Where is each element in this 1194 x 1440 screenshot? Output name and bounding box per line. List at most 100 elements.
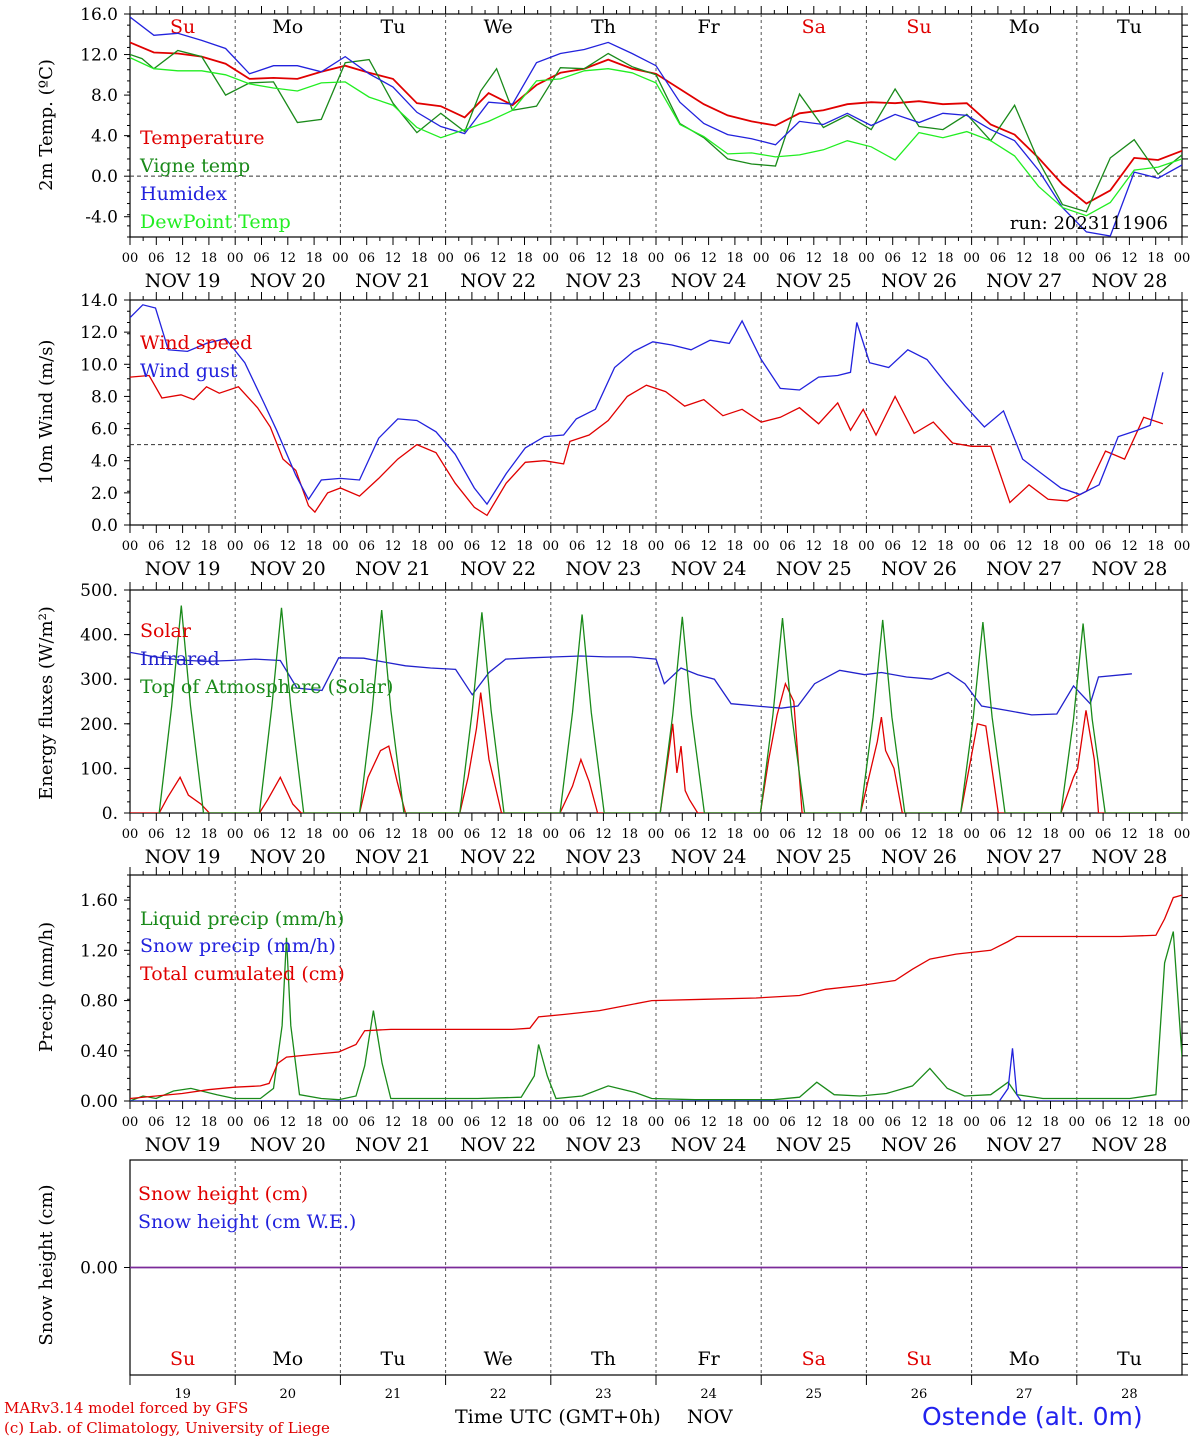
x-hour-label: 00 bbox=[858, 827, 875, 842]
x-hour-label: 06 bbox=[674, 1115, 691, 1130]
x-hour-label: 00 bbox=[648, 827, 665, 842]
x-hour-label: 12 bbox=[385, 1115, 402, 1130]
weekday-label: Sa bbox=[802, 16, 826, 38]
x-date-label: NOV 25 bbox=[776, 1134, 852, 1156]
x-hour-label: 18 bbox=[727, 539, 744, 554]
y-tick-label: 10.0 bbox=[80, 355, 118, 375]
y-tick-label: 6.0 bbox=[91, 420, 118, 440]
x-date-label: NOV 22 bbox=[460, 270, 536, 292]
x-hour-label: 18 bbox=[516, 251, 533, 266]
y-tick-label: 2.0 bbox=[91, 484, 118, 504]
x-date-label: NOV 20 bbox=[250, 846, 326, 868]
model-credit: MARv3.14 model forced by GFS bbox=[4, 1399, 249, 1417]
series-line-top-of-atmosphere-solar bbox=[158, 605, 1182, 813]
y-axis-title: Energy fluxes (W/m²) bbox=[36, 606, 57, 800]
legend-entry: Snow height (cm) bbox=[138, 1183, 308, 1205]
y-tick-label: 12.0 bbox=[80, 46, 118, 66]
weekday-label: We bbox=[484, 16, 513, 38]
legend-entry: Infrared bbox=[140, 648, 220, 670]
legend-entry: DewPoint Temp bbox=[140, 211, 291, 233]
x-hour-label: 00 bbox=[1069, 539, 1086, 554]
weekday-label: Su bbox=[170, 16, 195, 38]
x-date-label: NOV 21 bbox=[355, 558, 431, 580]
weekday-label: Th bbox=[591, 1348, 616, 1370]
y-axis-title: Precip (mm/h) bbox=[36, 922, 57, 1052]
station-name: Ostende (alt. 0m) bbox=[922, 1402, 1143, 1431]
x-hour-label: 06 bbox=[464, 1115, 481, 1130]
x-hour-label: 06 bbox=[674, 539, 691, 554]
y-tick-label: 4.0 bbox=[91, 452, 118, 472]
x-date-label: NOV 19 bbox=[145, 846, 221, 868]
x-hour-label: 00 bbox=[753, 251, 770, 266]
chart-panel-3: 500. 400. 300. 200. 100. 0. 00 06 12 18 NOV 19 00 06… bbox=[36, 581, 1190, 868]
x-hour-label: 00 bbox=[437, 251, 454, 266]
x-hour-label: 12 bbox=[1121, 251, 1138, 266]
x-hour-label: 18 bbox=[727, 827, 744, 842]
x-hour-label: 06 bbox=[253, 539, 270, 554]
x-hour-label: 00 bbox=[858, 539, 875, 554]
chart-panel-2: 14.0 12.0 10.0 8.0 6.0 4.0 2.0 0.0 00 06 12 18 NOV 1… bbox=[36, 291, 1190, 580]
x-hour-label: 06 bbox=[779, 827, 796, 842]
legend-entry: Top of Atmosphere (Solar) bbox=[140, 676, 393, 698]
x-hour-label: 18 bbox=[201, 539, 218, 554]
x-hour-label: 18 bbox=[411, 827, 428, 842]
x-hour-label: 06 bbox=[1095, 827, 1112, 842]
x-hour-label: 18 bbox=[201, 827, 218, 842]
weekday-label: Sa bbox=[802, 1348, 826, 1370]
x-hour-label: 06 bbox=[884, 251, 901, 266]
x-hour-label: 18 bbox=[937, 251, 954, 266]
x-hour-label: 12 bbox=[280, 827, 297, 842]
x-day-number: 25 bbox=[806, 1387, 823, 1402]
x-hour-label: 12 bbox=[806, 251, 823, 266]
x-hour-label: 12 bbox=[806, 539, 823, 554]
weekday-label: Fr bbox=[697, 1348, 720, 1370]
x-hour-label: 12 bbox=[174, 251, 191, 266]
x-day-number: 19 bbox=[174, 1387, 191, 1402]
x-hour-label: 18 bbox=[832, 539, 849, 554]
x-date-label: NOV 21 bbox=[355, 846, 431, 868]
x-day-number: 27 bbox=[1016, 1387, 1033, 1402]
legend-entry: Solar bbox=[140, 620, 192, 642]
x-hour-label: 18 bbox=[306, 539, 323, 554]
x-hour-label: 00 bbox=[122, 251, 139, 266]
x-day-number: 23 bbox=[595, 1387, 612, 1402]
x-hour-label: 18 bbox=[937, 539, 954, 554]
x-day-number: 20 bbox=[280, 1387, 297, 1402]
x-hour-label: 00 bbox=[122, 539, 139, 554]
x-hour-label: 00 bbox=[753, 1115, 770, 1130]
x-hour-label: 00 bbox=[332, 1115, 349, 1130]
x-day-number: 22 bbox=[490, 1387, 507, 1402]
x-hour-label: 06 bbox=[464, 827, 481, 842]
x-date-label: NOV 27 bbox=[986, 1134, 1062, 1156]
x-hour-label: 00 bbox=[1069, 827, 1086, 842]
x-hour-label: 06 bbox=[674, 827, 691, 842]
x-hour-label: 12 bbox=[911, 539, 928, 554]
x-hour-label: 00 bbox=[1069, 1115, 1086, 1130]
x-hour-label: 12 bbox=[174, 539, 191, 554]
x-hour-label: 00 bbox=[1069, 251, 1086, 266]
x-hour-label: 12 bbox=[490, 251, 507, 266]
x-hour-label: 12 bbox=[806, 1115, 823, 1130]
x-hour-label: 12 bbox=[595, 1115, 612, 1130]
x-hour-label: 12 bbox=[174, 827, 191, 842]
series-line-humidex bbox=[130, 16, 1182, 237]
x-hour-label: 00 bbox=[437, 1115, 454, 1130]
x-hour-label: 00 bbox=[122, 827, 139, 842]
x-hour-label: 18 bbox=[1042, 539, 1059, 554]
x-date-label: NOV 25 bbox=[776, 846, 852, 868]
series-line-liquid-precip-mm-h bbox=[130, 931, 1182, 1101]
x-date-label: NOV 26 bbox=[881, 558, 957, 580]
x-hour-label: 12 bbox=[595, 251, 612, 266]
legend-entry: Humidex bbox=[140, 183, 227, 205]
x-date-label: NOV 19 bbox=[145, 1134, 221, 1156]
x-hour-label: 12 bbox=[595, 827, 612, 842]
y-tick-label: 12.0 bbox=[80, 323, 118, 343]
x-hour-label: 18 bbox=[1042, 251, 1059, 266]
x-hour-label: 06 bbox=[990, 251, 1007, 266]
y-tick-label: 1.60 bbox=[80, 891, 118, 911]
weekday-label: Tu bbox=[381, 16, 406, 38]
x-hour-label: 18 bbox=[411, 539, 428, 554]
x-hour-label: 18 bbox=[201, 1115, 218, 1130]
x-date-label: NOV 23 bbox=[565, 270, 641, 292]
x-hour-label: 12 bbox=[806, 827, 823, 842]
